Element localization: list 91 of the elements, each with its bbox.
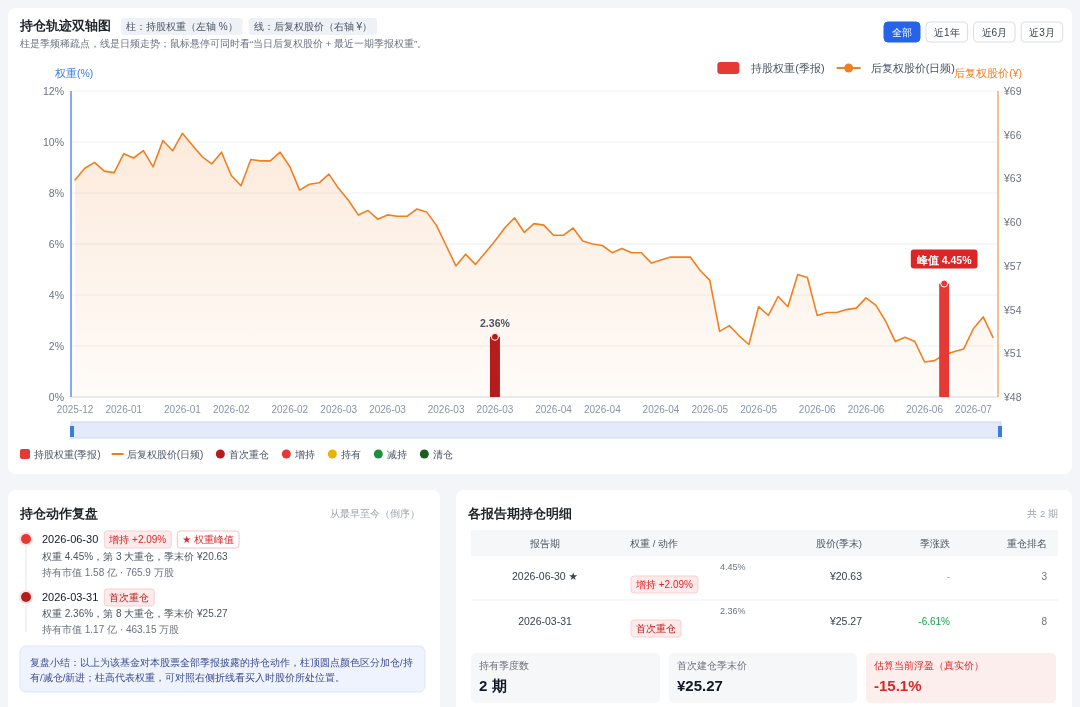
y2-tick-label: ¥57 (1003, 259, 1022, 272)
x-tick-label: 2026-05 (691, 404, 729, 415)
text: 估算当前浮盈（真实价） (874, 660, 984, 671)
text: 后复权股价(日频) (870, 62, 955, 74)
data-label: 峰值 4.45% (916, 253, 973, 266)
button: 近6月 (973, 21, 1016, 43)
x-tick-label: 2026-01 (105, 404, 143, 415)
text: 柱：持股权重（左轴 %） (126, 21, 238, 32)
y-tick-label: 8% (48, 187, 64, 199)
x-tick-label: 2026-03 (476, 404, 514, 415)
text: 2026-06-30 ★ (511, 570, 579, 582)
text: 持有市值 1.58 亿 · 765.9 万股 (42, 567, 174, 578)
text: 股价(季末) (815, 538, 862, 549)
text: 首次建仓季末价 (677, 660, 747, 671)
text: ★ 权重峰值 (182, 534, 235, 545)
y-tick-label: 2% (48, 340, 64, 352)
text: 2026-03-31 (518, 615, 573, 627)
text: ¥25.27 (828, 615, 863, 627)
x-tick-label: 2025-12 (56, 404, 94, 415)
text: 重仓排名 (1007, 538, 1047, 549)
legend-label: 后复权股价(日频) (126, 449, 204, 460)
chart-subtitle: 柱是季频稀疏点，线是日频走势；鼠标悬停可同时看“当日后复权股价 + 最近一期季报权重”。 (20, 38, 428, 49)
legend-label: 清仓 (433, 449, 454, 460)
text: 复盘小结：以上为该基金对本股票全部季报披露的持仓动作，柱顶圆点颜色区分加仓/持有/减仓/新进；柱高代表权重，可对照右侧折线看买入时股价所处位置。 (30, 657, 413, 683)
text: 权重 / 动作 (629, 538, 678, 549)
text: 权重 2.36%，第 8 大重仓，季末价 ¥25.27 (41, 608, 229, 619)
x-tick-label: 2026-02 (212, 404, 251, 415)
text: 权重 4.45%，第 3 大重仓，季末价 ¥20.63 (41, 551, 229, 562)
y-tick-label: 0% (48, 391, 64, 403)
button: 全部 (883, 21, 921, 43)
x-tick-label: 2026-04 (642, 404, 680, 415)
y-tick-label: 12% (42, 85, 64, 97)
x-tick-label: 2026-03 (427, 404, 465, 415)
y2-tick-label: ¥69 (1003, 85, 1022, 97)
x-tick-label: 2026-05 (740, 404, 778, 415)
text: 2.36% (720, 606, 746, 616)
text: ¥20.63 (828, 570, 863, 582)
legend-label: 增持 (294, 449, 316, 460)
text: -6.61% (918, 616, 951, 627)
data-label: 2.36% (480, 316, 511, 329)
text: 4.45% (720, 562, 746, 572)
legend-label: 首次重仓 (229, 449, 270, 460)
text: 2026-06-30 (42, 533, 99, 545)
y2-tick-label: ¥48 (1003, 391, 1022, 403)
x-tick-label: 2026-04 (535, 404, 573, 415)
x-tick-label: 2026-03 (320, 404, 358, 415)
text: ¥25.27 (677, 677, 723, 694)
text: 持有季度数 (479, 660, 529, 671)
text: - (946, 571, 950, 582)
y2-tick-label: ¥60 (1003, 216, 1022, 229)
text: 3 (1041, 571, 1048, 582)
text: -15.1% (874, 677, 922, 694)
y2-axis-title: 后复权股价(¥) (954, 67, 1022, 79)
button: 近3月 (1020, 21, 1064, 43)
text: 首次重仓 (109, 592, 150, 603)
x-tick-label: 2026-01 (164, 404, 202, 415)
y2-tick-label: ¥51 (1003, 347, 1022, 360)
text: 持仓动作复盘 (19, 507, 98, 521)
button: 近1年 (925, 21, 969, 43)
chart-title: 持仓轨迹双轴图 (19, 18, 111, 33)
x-tick-label: 2026-03 (369, 404, 407, 415)
x-tick-label: 2026-06 (906, 404, 944, 415)
text: 2 期 (479, 677, 507, 694)
text: 首次重仓 (636, 623, 676, 634)
text: 各报告期持仓明细 (467, 506, 572, 521)
y2-tick-label: ¥54 (1003, 303, 1022, 316)
y-tick-label: 10% (42, 136, 64, 148)
text: 从最早至今（倒序） (330, 508, 420, 519)
text: 线：后复权股价（右轴 ¥） (253, 21, 373, 32)
legend-label: 持有 (341, 449, 362, 460)
text: 共 2 期 (1027, 508, 1058, 519)
x-tick-label: 2026-06 (847, 404, 885, 415)
y2-tick-label: ¥66 (1003, 128, 1022, 141)
text: 8 (1041, 616, 1048, 627)
text: 增持 +2.09% (108, 534, 167, 545)
x-tick-label: 2026-06 (798, 404, 836, 415)
text: 季涨跌 (920, 538, 950, 549)
y-tick-label: 6% (48, 238, 64, 250)
text: 增持 +2.09% (635, 579, 694, 590)
text: 持股权重(季报) (34, 449, 101, 460)
text: 2026-03-31 (42, 591, 99, 603)
x-tick-label: 2026-02 (271, 404, 309, 415)
legend-label: 持股权重(季报) (751, 62, 825, 74)
text: 报告期 (529, 538, 560, 549)
y-tick-label: 4% (48, 289, 64, 301)
text: 持有市值 1.17 亿 · 463.15 万股 (42, 624, 180, 635)
legend-label: 减持 (387, 449, 408, 460)
x-tick-label: 2026-07 (955, 404, 993, 415)
x-tick-label: 2026-04 (584, 404, 622, 415)
y-axis-title: 权重(%) (54, 67, 94, 79)
y2-tick-label: ¥63 (1003, 172, 1022, 185)
